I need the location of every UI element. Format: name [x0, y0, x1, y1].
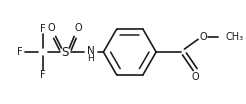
Text: N: N: [87, 46, 95, 56]
Text: O: O: [48, 23, 56, 33]
Text: CH₃: CH₃: [225, 32, 244, 42]
Text: O: O: [74, 23, 82, 33]
Text: S: S: [62, 46, 69, 58]
Text: F: F: [40, 70, 46, 80]
Text: F: F: [17, 47, 22, 57]
Text: H: H: [87, 54, 94, 63]
Text: F: F: [40, 24, 46, 34]
Text: O: O: [191, 72, 199, 82]
Text: O: O: [199, 32, 207, 42]
